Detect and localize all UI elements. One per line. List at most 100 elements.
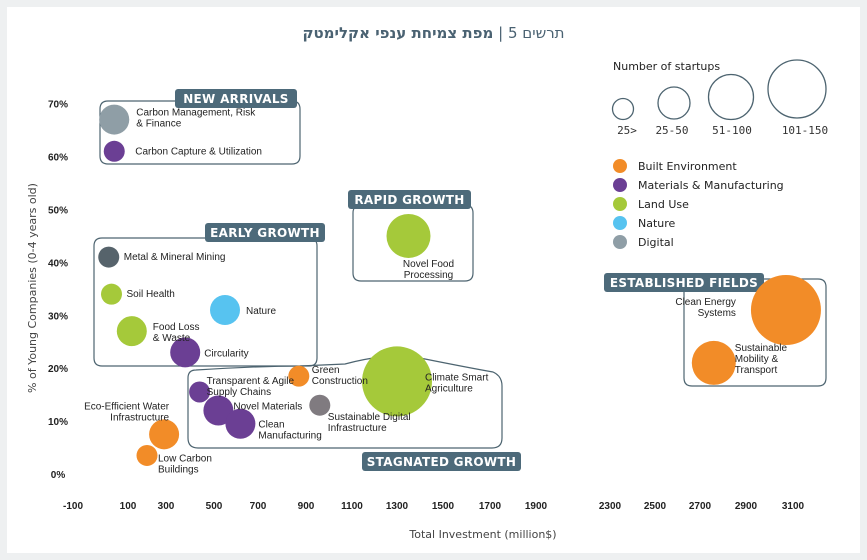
groups-layer: NEW ARRIVALS EARLY GROWTH RAPID GROWTH ESTA… (93, 89, 827, 471)
bubble-label: Carbon Capture & Utilization (135, 146, 262, 157)
bubble-transparent-agile-supply-chains (189, 381, 211, 403)
bubble-clean-manufacturing (225, 408, 256, 439)
legend-category-label: Materials & Manufacturing (638, 179, 784, 192)
size-legend-circle (611, 97, 635, 121)
x-tick-label: 300 (158, 501, 175, 512)
y-tick-label: 30% (48, 311, 68, 322)
x-tick-label: 700 (250, 501, 267, 512)
bubble-climate-smart-agriculture (362, 346, 432, 417)
x-tick-label: 100 (120, 501, 137, 512)
y-tick-label: 70% (48, 100, 68, 111)
y-axis-ticks: 0% 10% 20% 30% 40% 50% 60% 70% (48, 100, 68, 481)
bubble-label: Low Carbon Buildings (158, 453, 212, 475)
legend-category-label: Built Environment (638, 160, 737, 173)
group-tag-label: ESTABLISHED FIELDS (610, 276, 758, 290)
x-tick-label: 900 (298, 501, 315, 512)
group-tag-rapid-growth (348, 190, 471, 209)
bubble-eco-efficient-water-infrastructure (149, 419, 180, 450)
group-tag-stagnated-growth (362, 452, 521, 471)
bubble-label: Nature (246, 306, 276, 317)
group-box-rapid-growth (352, 204, 474, 282)
y-axis-label: % of Young Companies (0-4 years old) (26, 183, 39, 393)
bubble-circularity (170, 337, 201, 368)
group-tag-label: NEW ARRIVALS (183, 92, 289, 106)
x-tick-label: 2500 (644, 501, 667, 512)
bubble-label: Food Loss & Waste (153, 322, 200, 344)
y-tick-label: 10% (48, 417, 68, 428)
bubble-soil-health (101, 283, 122, 305)
group-tag-label: STAGNATED GROWTH (367, 455, 517, 469)
legend-category-label: Land Use (638, 198, 689, 211)
size-legend-title: Number of startups (613, 60, 720, 73)
size-legend-label: 101-150 (782, 124, 828, 137)
chart-title-prefix: תרשים 5 (507, 24, 565, 42)
chart-title-separator: | (498, 24, 504, 42)
legend-swatch (613, 197, 627, 211)
bubble-label: Clean Manufacturing (258, 420, 321, 442)
x-tick-label: 1500 (432, 501, 455, 512)
bubble-label: Novel Food Processing (403, 259, 454, 281)
size-legend-circle (657, 86, 691, 120)
y-tick-label: 60% (48, 153, 68, 164)
chart-title-main: מפת צמיחת ענפי אקלימטק (302, 24, 494, 42)
bubble-metal-mineral-mining (98, 246, 120, 268)
bubble-carbon-management-risk-finance (99, 104, 130, 135)
bubble-label: Carbon Management, Risk & Finance (136, 108, 256, 130)
x-tick-label: 1900 (525, 501, 548, 512)
bubble-novel-materials (203, 395, 234, 426)
size-legend-circle (767, 59, 827, 119)
bubble-label: Eco-Efficient Water Infrastructure (84, 401, 170, 423)
bubble-novel-food-processing (386, 213, 431, 258)
x-tick-label: 2700 (689, 501, 712, 512)
bubble-label: Sustainable Mobility & Transport (735, 343, 788, 376)
bubble-label: Climate Smart Agriculture (425, 372, 489, 394)
legend-category-label: Nature (638, 217, 676, 230)
x-tick-label: 500 (206, 501, 223, 512)
bubble-nature (210, 295, 240, 326)
size-legend-circle (707, 73, 755, 121)
bubble-label: Transparent & Agile Supply Chains (207, 376, 295, 398)
bubble-clean-energy-systems (750, 275, 821, 346)
bubble-food-loss-waste (116, 316, 147, 347)
bubble-green-construction (288, 365, 310, 387)
legend: Number of startups 25> 25-50 51-100 101-150… (611, 59, 828, 249)
bubble-label: Green Construction (312, 365, 368, 387)
group-tag-new-arrivals (175, 89, 297, 108)
group-box-new-arrivals (99, 100, 301, 165)
x-tick-label: 2300 (599, 501, 622, 512)
legend-swatch (613, 159, 627, 173)
x-tick-label: 3100 (782, 501, 805, 512)
legend-swatch (613, 216, 627, 230)
y-tick-label: 0% (51, 470, 66, 481)
y-tick-label: 20% (48, 364, 68, 375)
x-tick-label: -100 (63, 501, 83, 512)
bubble-label: Circularity (204, 348, 248, 359)
group-box-stagnated-growth (187, 355, 503, 449)
bubble-label: Sustainable Digital Infrastructure (328, 412, 411, 434)
legend-swatch (613, 178, 627, 192)
group-tag-label: RAPID GROWTH (354, 193, 464, 207)
bubble-carbon-capture-utilization (103, 140, 125, 162)
size-legend-label: 25-50 (655, 124, 688, 137)
legend-category-label: Digital (638, 236, 674, 249)
x-tick-label: 1700 (479, 501, 502, 512)
bubble-sustainable-digital-infrastructure (309, 394, 331, 416)
x-axis-ticks: -100 100 300 500 700 900 1100 1300 1500 1700 1900 2… (63, 501, 805, 512)
labels-layer: Carbon Management, Risk & Finance Carbon C… (84, 108, 787, 476)
group-tag-established-fields (604, 273, 764, 292)
bubble-label: Novel Materials (233, 402, 302, 413)
group-tag-label: EARLY GROWTH (210, 226, 320, 240)
x-tick-label: 1100 (341, 501, 363, 512)
bubble-label: Clean Energy Systems (675, 297, 736, 319)
size-legend-label: 25> (617, 124, 637, 137)
x-tick-label: 1300 (386, 501, 409, 512)
legend-swatch (613, 235, 627, 249)
bubble-label: Soil Health (127, 289, 175, 300)
bubble-low-carbon-buildings (136, 444, 158, 466)
chart-title: תרשים 5 | מפת צמיחת ענפי אקלימטק (0, 24, 867, 42)
bubble-sustainable-mobility-transport (691, 340, 736, 385)
group-tag-early-growth (205, 223, 325, 242)
y-tick-label: 40% (48, 258, 68, 269)
bubbles-layer (98, 104, 821, 466)
